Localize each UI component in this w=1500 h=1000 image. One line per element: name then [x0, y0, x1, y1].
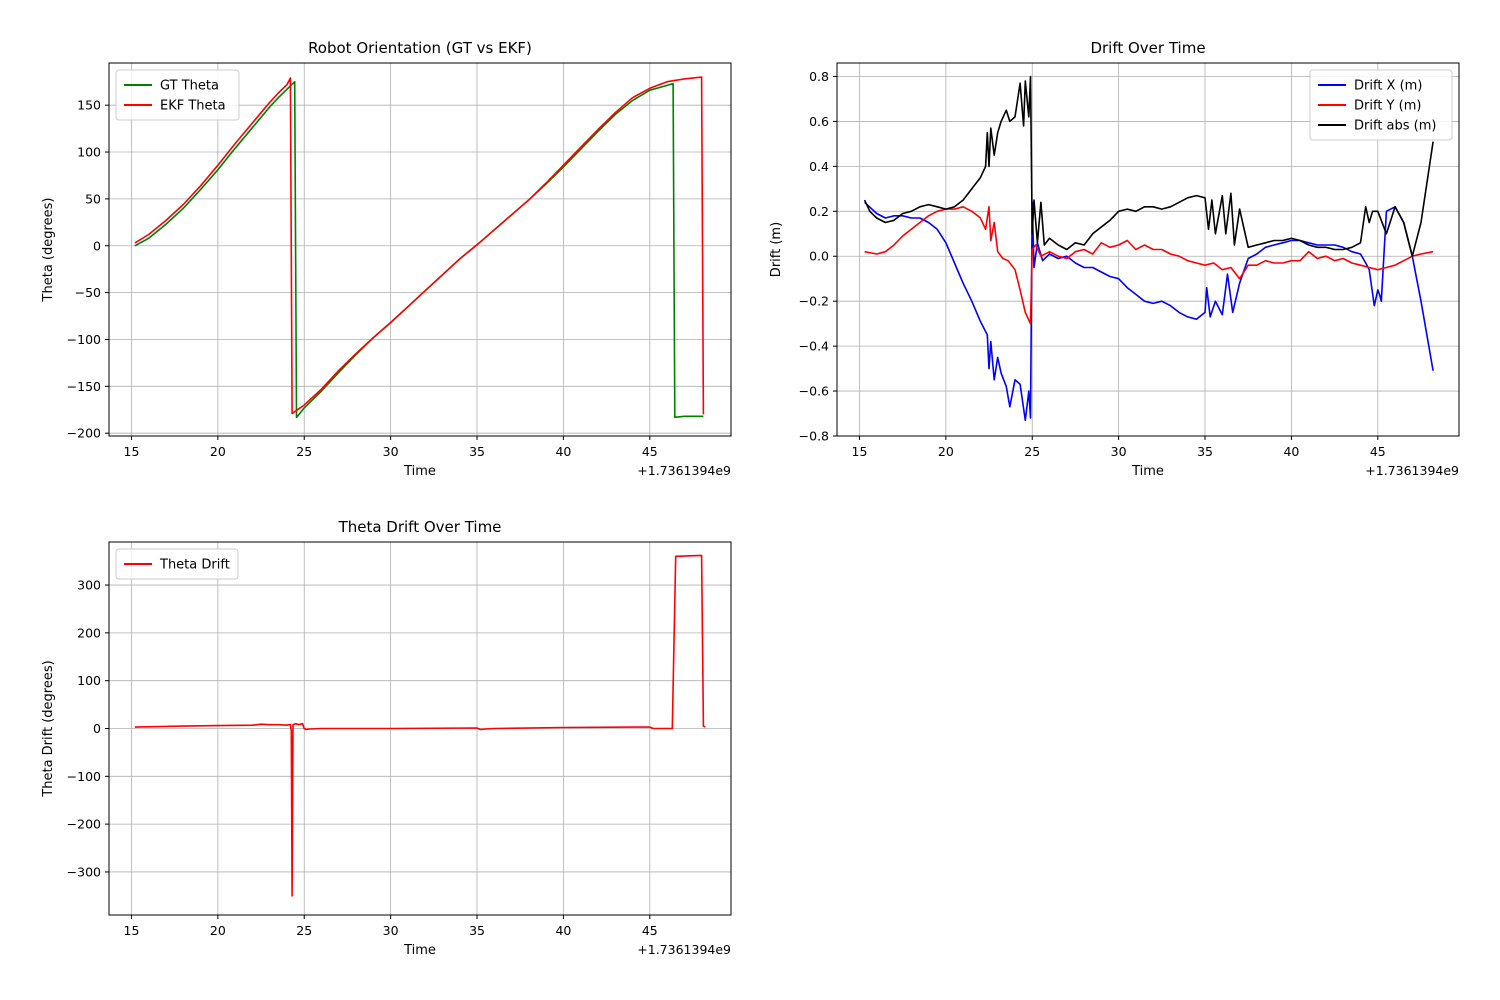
x-tick-label: 30: [383, 923, 399, 938]
orientation-chart: 15 20 25 30 35 40 45 −200 −150 −100 −50 0 50 100 150 Ro…: [41, 39, 732, 479]
x-tick-label: 20: [938, 444, 954, 459]
y-tick-label: −0.4: [799, 339, 829, 354]
y-tick-label: 0: [93, 721, 101, 736]
legend-box: [115, 69, 240, 121]
y-tick-label: 200: [77, 625, 101, 640]
legend: Drift X (m) Drift Y (m) Drift abs (m): [1309, 69, 1453, 141]
y-tick-label: −0.8: [799, 429, 829, 444]
legend-label: GT Theta: [160, 79, 219, 94]
series-line-0: [864, 201, 1434, 422]
legend-box: [115, 548, 239, 580]
y-tick-label: −200: [67, 426, 101, 441]
series-line-1: [134, 76, 705, 415]
chart-title: Robot Orientation (GT vs EKF): [308, 39, 532, 57]
series-line-2: [863, 75, 1434, 258]
x-tick-label: 40: [555, 923, 571, 938]
x-tick-label: 20: [210, 923, 226, 938]
y-tick-label: 0.0: [809, 249, 829, 264]
y-tick-label: 100: [77, 673, 101, 688]
x-tick-label: 35: [1197, 444, 1213, 459]
x-tick-label: 20: [210, 444, 226, 459]
x-tick-label: 15: [124, 923, 140, 938]
series-line-0: [134, 554, 706, 897]
y-tick-label: −100: [67, 769, 101, 784]
x-tick-label: 15: [852, 444, 868, 459]
x-offset-label: +1.7361394e9: [637, 942, 731, 957]
x-tick-label: 30: [383, 444, 399, 459]
y-tick-label: 150: [77, 98, 101, 113]
y-tick-label: 300: [77, 578, 101, 593]
x-tick-label: 25: [1024, 444, 1040, 459]
y-tick-label: 0.4: [809, 159, 829, 174]
legend-label: Drift Y (m): [1354, 99, 1421, 114]
x-offset-label: +1.7361394e9: [1365, 463, 1459, 478]
y-tick-label: −100: [67, 332, 101, 347]
y-axis-label: Theta Drift (degrees): [41, 660, 56, 797]
x-tick-label: 35: [469, 444, 485, 459]
series-line-0: [134, 80, 704, 419]
plot-frame: [836, 62, 1460, 437]
x-axis-label: Time: [1131, 464, 1164, 479]
plot-frame: [108, 62, 732, 437]
y-tick-label: 0.8: [809, 69, 829, 84]
y-tick-label: −150: [67, 379, 101, 394]
x-tick-label: 45: [642, 444, 658, 459]
x-axis-label: Time: [403, 464, 436, 479]
y-tick-label: −0.2: [799, 294, 829, 309]
chart-title: Theta Drift Over Time: [338, 518, 502, 536]
x-tick-label: 45: [1370, 444, 1386, 459]
legend-label: Drift X (m): [1354, 79, 1422, 94]
x-tick-label: 45: [642, 923, 658, 938]
y-tick-label: 0.6: [809, 114, 829, 129]
theta-drift-chart: 15 20 25 30 35 40 45 −300 −200 −100 0 100 200 300 Thet…: [41, 518, 732, 958]
x-axis-label: Time: [403, 943, 436, 958]
y-tick-label: 0.2: [809, 204, 829, 219]
drift-chart: 15 20 25 30 35 40 45 −0.8 −0.6 −0.4 −0.2 0.0 0.2 0.4 0…: [769, 39, 1460, 479]
y-tick-label: 0: [93, 238, 101, 253]
x-tick-label: 40: [1283, 444, 1299, 459]
y-tick-label: 100: [77, 145, 101, 160]
y-axis-label: Drift (m): [769, 222, 784, 277]
y-tick-label: −50: [75, 285, 101, 300]
legend-label: Drift abs (m): [1354, 119, 1436, 134]
x-tick-label: 40: [555, 444, 571, 459]
chart-title: Drift Over Time: [1090, 39, 1205, 57]
legend: Theta Drift: [115, 548, 239, 580]
y-tick-label: −0.6: [799, 384, 829, 399]
x-offset-label: +1.7361394e9: [637, 463, 731, 478]
legend-label: Theta Drift: [159, 558, 230, 573]
x-tick-label: 35: [469, 923, 485, 938]
legend-box: [1309, 69, 1453, 141]
x-tick-label: 15: [124, 444, 140, 459]
y-axis-label: Theta (degrees): [41, 198, 56, 303]
x-tick-label: 25: [296, 923, 312, 938]
legend: GT Theta EKF Theta: [115, 69, 240, 121]
x-tick-label: 25: [296, 444, 312, 459]
y-tick-label: 50: [85, 191, 101, 206]
y-tick-label: −200: [67, 817, 101, 832]
legend-label: EKF Theta: [160, 99, 226, 114]
y-tick-label: −300: [67, 864, 101, 879]
series-line-1: [864, 206, 1434, 325]
x-tick-label: 30: [1111, 444, 1127, 459]
